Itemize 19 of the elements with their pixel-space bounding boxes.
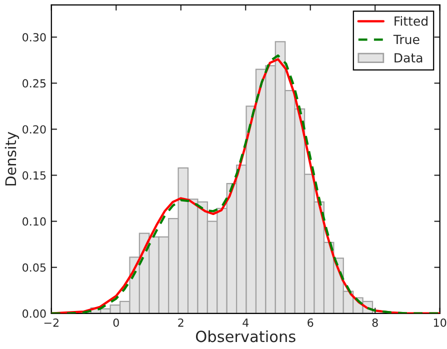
y-tick-label: 0.10 bbox=[22, 217, 46, 226]
x-tick-label: 8 bbox=[372, 318, 378, 327]
y-tick-label: 0.30 bbox=[22, 33, 46, 42]
x-tick-label: 6 bbox=[308, 318, 314, 327]
y-tick-label: 0.20 bbox=[22, 125, 46, 134]
y-tick-label: 0.00 bbox=[22, 309, 46, 318]
legend-label: Data bbox=[394, 53, 422, 63]
legend-label: True bbox=[393, 34, 420, 44]
x-tick-label: −2 bbox=[44, 318, 58, 327]
y-tick-label: 0.05 bbox=[22, 263, 46, 272]
x-tick-label: 10 bbox=[434, 318, 446, 327]
y-tick-label: 0.25 bbox=[22, 79, 46, 88]
y-tick-label: 0.15 bbox=[22, 171, 46, 180]
x-axis-title: Observations bbox=[196, 330, 296, 342]
x-tick-label: 0 bbox=[113, 318, 119, 327]
legend-label: Fitted bbox=[394, 16, 428, 26]
x-tick-label: 4 bbox=[242, 318, 249, 327]
y-axis-title: Density bbox=[4, 132, 20, 186]
x-tick-label: 2 bbox=[178, 318, 184, 327]
